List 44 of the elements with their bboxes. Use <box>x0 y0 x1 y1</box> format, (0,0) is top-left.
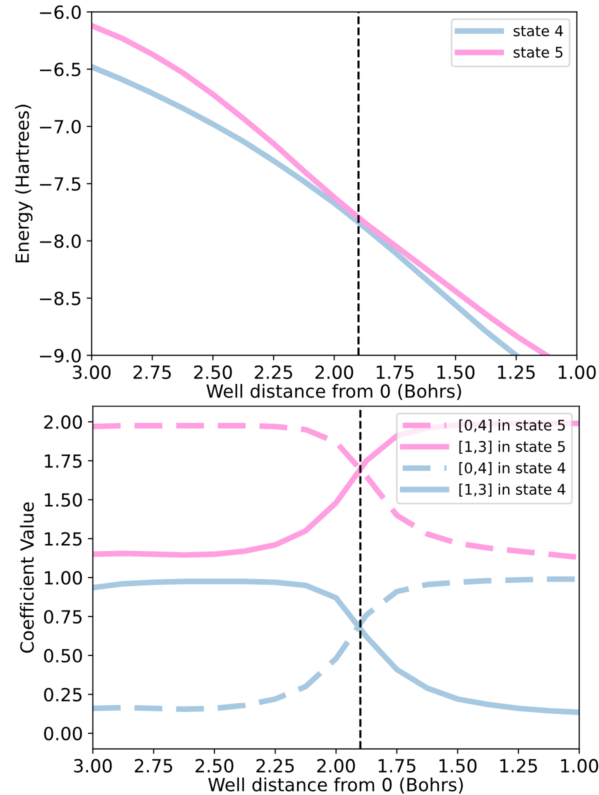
y-tick-label: −8.5 <box>40 292 80 306</box>
legend-label: [0,4] in state 5 <box>459 419 565 432</box>
x-axis-title: Well distance from 0 (Bohrs) <box>206 384 462 400</box>
x-tick-label: 1.25 <box>500 758 537 773</box>
legend-label: state 4 <box>514 26 563 36</box>
y-axis-title: Coefficient Value <box>20 502 34 653</box>
y-tick-label: 0.50 <box>44 648 82 663</box>
x-tick-label: 3.00 <box>72 365 111 380</box>
x-tick-label: 2.00 <box>315 365 354 380</box>
x-tick-label: 1.50 <box>437 365 474 380</box>
x-tick-label: 3.00 <box>74 758 112 773</box>
x-axis-title: Well distance from 0 (Bohrs) <box>208 777 463 794</box>
y-tick-label: 2.00 <box>44 415 82 429</box>
legend-label: state 5 <box>514 46 562 58</box>
legend-label: [0,4] in state 4 <box>459 462 566 476</box>
y-tick-label: 1.00 <box>44 571 82 585</box>
x-tick-label: 2.75 <box>134 758 172 773</box>
y-tick-label: −9.0 <box>40 348 81 362</box>
x-tick-label: 2.50 <box>194 365 232 380</box>
x-tick-label: 2.75 <box>134 365 171 380</box>
x-tick-label: 2.25 <box>256 758 294 773</box>
y-tick-label: −7.5 <box>40 177 80 191</box>
y-tick-label: −6.5 <box>40 62 80 76</box>
y-tick-label: −6.0 <box>40 5 81 20</box>
y-tick-label: 0.00 <box>44 726 82 740</box>
y-tick-label: 1.50 <box>44 493 82 507</box>
y-tick-label: 1.25 <box>44 532 82 546</box>
x-tick-label: 2.00 <box>317 758 355 773</box>
y-tick-label: −8.0 <box>40 234 81 248</box>
legend-label: [1,3] in state 5 <box>459 440 565 454</box>
x-tick-label: 2.50 <box>196 758 234 773</box>
x-tick-label: 1.50 <box>440 758 477 773</box>
y-tick-label: 0.25 <box>44 688 82 702</box>
y-tick-label: 1.75 <box>44 454 82 468</box>
y-axis-title: Energy (Hartrees) <box>15 104 33 262</box>
legend-label: [1,3] in state 4 <box>459 484 566 497</box>
x-tick-label: 1.75 <box>376 366 414 380</box>
y-tick-label: −7.0 <box>40 120 81 134</box>
x-tick-label: 1.75 <box>378 759 416 773</box>
x-tick-label: 1.00 <box>558 365 596 380</box>
y-tick-label: 0.75 <box>44 610 82 624</box>
x-tick-label: 1.25 <box>498 365 535 380</box>
x-tick-label: 2.25 <box>254 365 292 380</box>
x-tick-label: 1.00 <box>561 758 598 773</box>
